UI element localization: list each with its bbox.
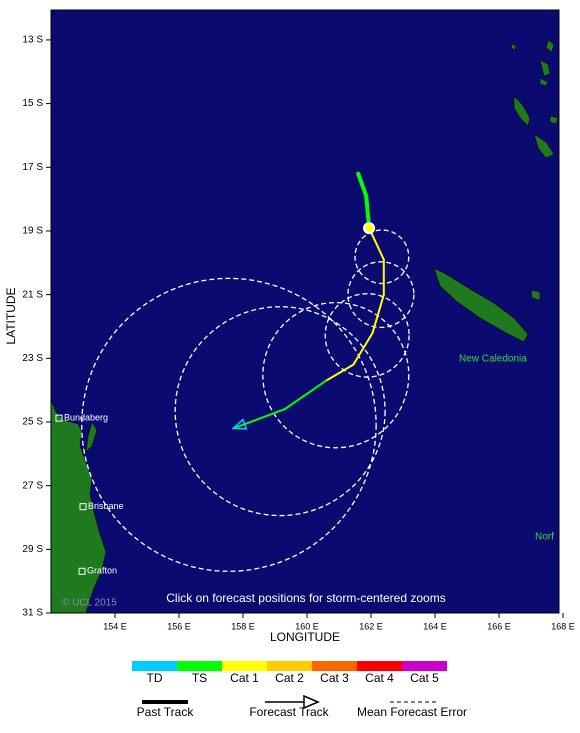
legend-label: Past Track [137,705,195,719]
intensity-swatch [402,661,447,671]
legend: Past Track Forecast Track Mean Forecast … [132,661,467,719]
x-axis-label: LONGITUDE [270,630,340,644]
x-tick-label: 164 E [423,621,447,631]
intensity-swatch [132,661,177,671]
x-tick-label: 162 E [359,621,383,631]
past-track-segment [356,171,369,198]
city-label: Brisbane [88,501,124,511]
instruction: Click on forecast positions for storm-ce… [166,591,445,605]
city-marker [55,414,63,422]
intensity-label: Cat 5 [410,671,439,685]
place-label: Norf [535,532,554,543]
intensity-label: Cat 3 [320,671,349,685]
copyright: © UCL 2015 [62,598,117,609]
tracks: Bundaberg Brisbane Grafton [55,171,415,576]
intensity-swatch [357,661,402,671]
y-tick-label: 17 S [22,162,43,173]
forecast-arrow [231,418,248,430]
error-circle [347,261,415,329]
forecast-arrow-sample [303,694,320,710]
legend-label: Forecast Track [249,705,329,719]
y-tick-label: 25 S [22,417,43,428]
intensity-label: Cat 2 [275,671,304,685]
y-axis-label: LATITUDE [4,287,18,344]
error-circle [324,293,410,378]
y-tick-label: 31 S [22,608,43,619]
y-tick-label: 13 S [22,35,43,46]
forecast-track-segment [352,331,374,366]
intensity-label: TD [147,671,163,685]
intensity-swatch [177,661,222,671]
intensity-swatch [222,661,267,671]
y-tick-label: 21 S [22,289,43,300]
error-circle [174,306,386,517]
city-marker [78,567,86,575]
x-tick-label: 166 E [487,621,511,631]
error-circle [354,229,410,285]
intensity-label: Cat 4 [365,671,394,685]
forecast-track-segment [325,363,355,382]
intensity-swatch [312,661,357,671]
intensity-swatch [267,661,312,671]
forecast-track-segment [232,408,286,430]
y-tick-label: 23 S [22,353,43,364]
city-marker [79,503,87,511]
error-circle [81,277,377,572]
intensity-label: Cat 1 [230,671,259,685]
y-tick-label: 29 S [22,544,43,555]
y-tick-label: 27 S [22,480,43,491]
intensity-label: TS [192,671,207,685]
forecast-track-segment [283,379,328,411]
place-label: New Caledonia [459,354,527,365]
y-tick-label: 19 S [22,226,43,237]
city-label: Grafton [87,566,117,576]
forecast-track-segment [371,293,385,334]
x-tick-label: 156 E [167,621,191,631]
land [51,39,559,613]
x-tick-label: 154 E [103,621,127,631]
current-position [363,222,376,235]
x-tick-label: 158 E [231,621,255,631]
x-tick-label: 168 E [551,621,575,631]
error-circle [262,301,410,449]
city-label: Bundaberg [64,413,108,423]
legend-label: Mean Forecast Error [357,705,467,719]
y-tick-label: 15 S [22,98,43,109]
x-tick-label: 160 E [295,621,319,631]
frame [50,9,560,614]
